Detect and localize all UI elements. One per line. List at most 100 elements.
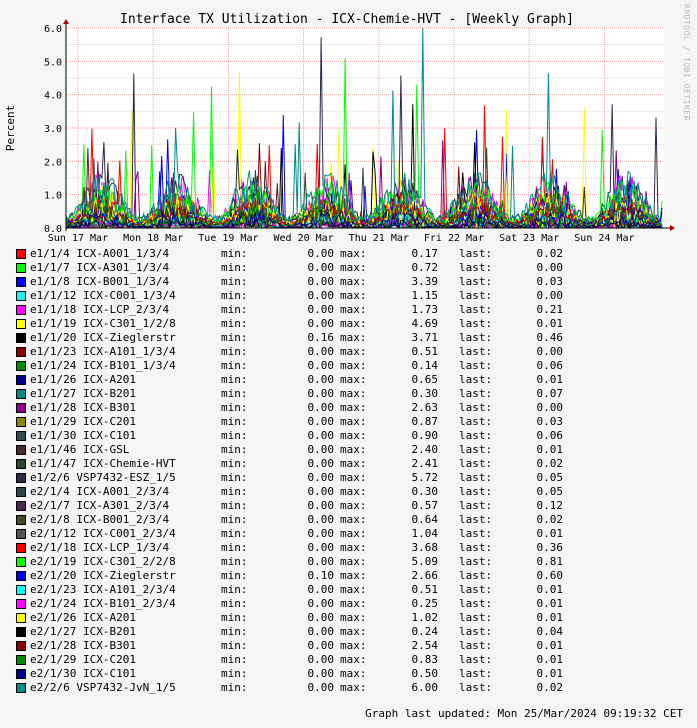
- legend-last-value: 0.03: [536, 415, 564, 428]
- legend-max-label: max:: [340, 569, 367, 582]
- legend-swatch: [16, 305, 26, 315]
- legend-series-name: e1/1/26 ICX-A201: [30, 373, 136, 386]
- legend-last-label: last:: [459, 527, 493, 540]
- legend-min-label: min:: [221, 443, 248, 456]
- legend-swatch: [16, 683, 26, 693]
- legend-max-label: max:: [340, 387, 367, 400]
- y-tick-label: 3.0: [44, 124, 62, 135]
- legend-min-value: 0.00: [307, 611, 335, 624]
- legend-min-label: min:: [221, 401, 248, 414]
- legend-min-label: min:: [221, 471, 248, 484]
- legend-min-label: min:: [221, 317, 248, 330]
- legend-swatch: [16, 417, 26, 427]
- legend-swatch: [16, 655, 26, 665]
- legend-series-name: e1/1/8 ICX-B001_1/3/4: [30, 275, 170, 288]
- series-line: [65, 27, 663, 228]
- legend-max-label: max:: [340, 653, 367, 666]
- legend-series-name: e2/1/19 ICX-C301_2/2/8: [30, 555, 176, 568]
- legend-last-label: last:: [459, 653, 493, 666]
- legend-swatch: [16, 389, 26, 399]
- legend-series-name: e2/1/7 ICX-A301_2/3/4: [30, 499, 170, 512]
- legend-swatch: [16, 249, 26, 259]
- legend-min-label: min:: [221, 569, 248, 582]
- legend-max-value: 0.17: [411, 247, 439, 260]
- legend-last-value: 0.02: [536, 681, 564, 694]
- legend-last-value: 0.04: [536, 625, 564, 638]
- legend-max-label: max:: [340, 611, 367, 624]
- legend-last-label: last:: [459, 485, 493, 498]
- legend-min-value: 0.00: [307, 247, 335, 260]
- legend-min-label: min:: [221, 415, 248, 428]
- legend-swatch: [16, 403, 26, 413]
- legend-max-value: 0.72: [411, 261, 439, 274]
- legend-min-value: 0.00: [307, 653, 335, 666]
- legend-last-label: last:: [459, 471, 493, 484]
- legend-min-value: 0.00: [307, 457, 335, 470]
- legend-min-label: min:: [221, 331, 248, 344]
- legend-max-label: max:: [340, 261, 367, 274]
- y-tick-label: 6.0: [44, 24, 62, 35]
- legend-max-value: 0.30: [411, 387, 439, 400]
- chart-title: Interface TX Utilization - ICX-Chemie-HV…: [120, 12, 574, 27]
- legend-swatch: [16, 319, 26, 329]
- legend-swatch: [16, 571, 26, 581]
- legend-max-label: max:: [340, 303, 367, 316]
- legend-max-label: max:: [340, 471, 367, 484]
- series-line: [65, 211, 663, 230]
- legend-min-label: min:: [221, 485, 248, 498]
- legend-series-name: e2/2/6 VSP7432-JvN_1/5: [30, 681, 176, 694]
- legend-swatch: [16, 361, 26, 371]
- legend-last-value: 0.01: [536, 653, 564, 666]
- legend-swatch: [16, 445, 26, 455]
- legend-max-label: max:: [340, 345, 367, 358]
- legend-min-label: min:: [221, 429, 248, 442]
- legend-max-label: max:: [340, 681, 367, 694]
- legend-min-label: min:: [221, 555, 248, 568]
- legend-series-name: e1/1/7 ICX-A301_1/3/4: [30, 261, 170, 274]
- legend-max-label: max:: [340, 331, 367, 344]
- legend-last-value: 0.05: [536, 485, 564, 498]
- legend-swatch: [16, 557, 26, 567]
- legend-max-value: 0.51: [411, 345, 439, 358]
- legend-max-label: max:: [340, 401, 367, 414]
- legend-last-value: 0.02: [536, 513, 564, 526]
- legend-swatch: [16, 613, 26, 623]
- legend-last-value: 0.01: [536, 611, 564, 624]
- legend-last-value: 0.01: [536, 527, 564, 540]
- legend-last-value: 0.05: [536, 471, 564, 484]
- legend-series-name: e1/1/23 ICX-A101_1/3/4: [30, 345, 176, 358]
- legend-swatch: [16, 515, 26, 525]
- legend-min-label: min:: [221, 667, 248, 680]
- legend-max-label: max:: [340, 457, 367, 470]
- legend-series-name: e2/1/30 ICX-C101: [30, 667, 136, 680]
- legend-last-value: 0.21: [536, 303, 564, 316]
- legend-last-value: 0.46: [536, 331, 564, 344]
- legend-max-label: max:: [340, 275, 367, 288]
- legend-last-value: 0.60: [536, 569, 564, 582]
- x-tick-label: Sun 17 Mar: [48, 233, 108, 244]
- legend-series-name: e1/1/12 ICX-C001_1/3/4: [30, 289, 176, 302]
- y-tick-label: 5.0: [44, 57, 62, 68]
- legend-series-name: e2/1/8 ICX-B001_2/3/4: [30, 513, 170, 526]
- legend-last-label: last:: [459, 345, 493, 358]
- legend-last-label: last:: [459, 541, 493, 554]
- legend-last-value: 0.06: [536, 429, 564, 442]
- legend-max-value: 2.40: [411, 443, 439, 456]
- legend-min-label: min:: [221, 583, 248, 596]
- legend-last-value: 0.02: [536, 247, 564, 260]
- legend-last-label: last:: [459, 317, 493, 330]
- legend-min-label: min:: [221, 499, 248, 512]
- legend-max-label: max:: [340, 373, 367, 386]
- legend-max-value: 0.90: [411, 429, 439, 442]
- legend-max-label: max:: [340, 667, 367, 680]
- legend-swatch: [16, 585, 26, 595]
- legend-series-name: e1/1/46 ICX-GSL: [30, 443, 130, 456]
- legend-max-label: max:: [340, 485, 367, 498]
- legend-last-value: 0.01: [536, 667, 564, 680]
- legend-max-label: max:: [340, 247, 367, 260]
- legend-min-label: min:: [221, 345, 248, 358]
- legend-min-value: 0.00: [307, 443, 335, 456]
- legend-last-value: 0.06: [536, 359, 564, 372]
- legend-swatch: [16, 459, 26, 469]
- legend-min-value: 0.00: [307, 289, 335, 302]
